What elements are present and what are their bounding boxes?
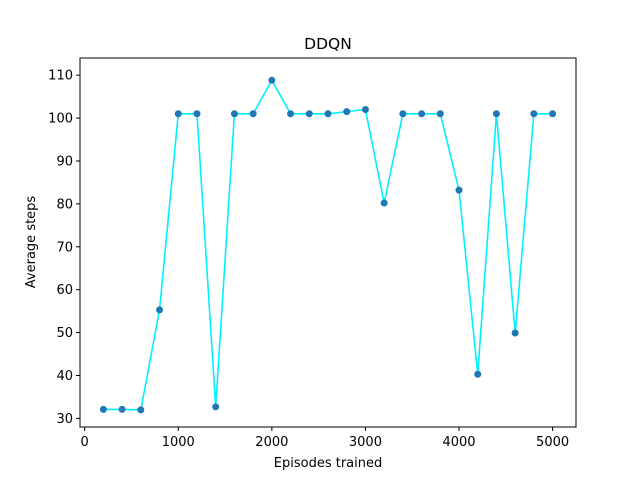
x-tick-label: 2000 xyxy=(255,435,288,450)
data-point xyxy=(399,110,407,118)
x-tick-label: 4000 xyxy=(442,435,475,450)
y-tick-label: 60 xyxy=(56,283,73,298)
x-tick-label: 3000 xyxy=(349,435,382,450)
data-point xyxy=(249,110,257,118)
data-point xyxy=(343,108,351,116)
plot-area: 0 1000 2000 3000 4000 5000 30 40 50 60 70 80 90 100 1… xyxy=(48,57,577,450)
data-point xyxy=(324,110,332,118)
data-point xyxy=(212,403,220,411)
plot-frame xyxy=(79,57,577,428)
y-tick-label: 50 xyxy=(56,326,73,341)
data-point xyxy=(436,110,444,118)
data-point xyxy=(361,105,369,113)
data-point xyxy=(99,405,107,413)
data-point xyxy=(268,76,276,84)
data-point xyxy=(193,110,201,118)
data-point xyxy=(380,199,388,207)
y-tick-label: 100 xyxy=(48,112,73,127)
y-tick-label: 40 xyxy=(56,369,73,384)
data-point xyxy=(137,406,145,414)
y-tick-label: 70 xyxy=(56,240,73,255)
data-point xyxy=(549,110,557,118)
data-point xyxy=(418,110,426,118)
data-point xyxy=(174,110,182,118)
data-point xyxy=(474,370,482,378)
y-tick-label: 90 xyxy=(56,154,73,169)
series-markers xyxy=(99,76,557,414)
x-axis: 0 1000 2000 3000 4000 5000 xyxy=(81,427,569,450)
data-point xyxy=(287,110,295,118)
data-point xyxy=(230,110,238,118)
y-tick-label: 30 xyxy=(56,412,73,427)
data-point xyxy=(156,306,164,314)
y-axis-title: Average steps xyxy=(24,196,39,289)
x-tick-label: 5000 xyxy=(536,435,569,450)
data-point xyxy=(118,405,126,413)
y-axis: 30 40 50 60 70 80 90 100 110 xyxy=(48,69,80,427)
chart-title: DDQN xyxy=(304,35,352,53)
data-point xyxy=(511,329,519,337)
y-tick-label: 110 xyxy=(48,69,73,84)
x-tick-label: 0 xyxy=(81,435,89,450)
x-tick-label: 1000 xyxy=(162,435,195,450)
x-axis-title: Episodes trained xyxy=(274,456,382,471)
data-point xyxy=(492,110,500,118)
data-point xyxy=(455,186,463,194)
y-tick-label: 80 xyxy=(56,197,73,212)
data-point xyxy=(530,110,538,118)
data-point xyxy=(305,110,313,118)
